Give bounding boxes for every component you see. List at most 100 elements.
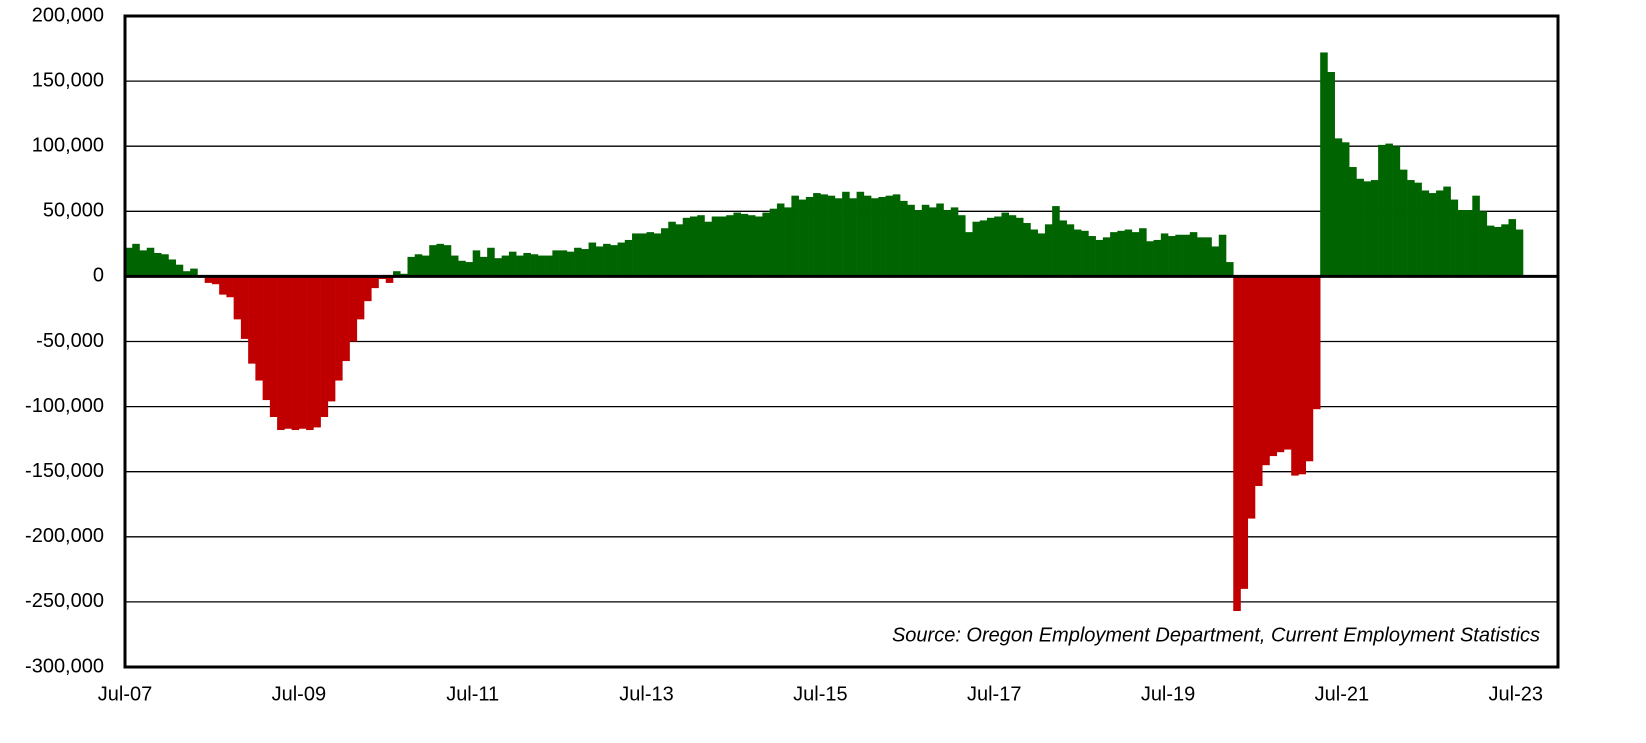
bar [697, 215, 705, 277]
bar [965, 232, 973, 277]
bar [704, 221, 713, 277]
bar [1363, 181, 1372, 277]
bar [776, 203, 785, 277]
bar [1262, 276, 1270, 466]
bar [1088, 236, 1096, 277]
x-tick-label: Jul-11 [446, 683, 499, 705]
bar [1428, 193, 1437, 277]
y-tick-label: -300,000 [25, 655, 104, 677]
bar [574, 247, 582, 277]
bar [689, 216, 698, 277]
bar [849, 198, 857, 277]
bar [508, 251, 517, 277]
bar [653, 233, 662, 277]
bar [479, 256, 488, 277]
source-note: Source: Oregon Employment Department, Cu… [892, 624, 1540, 646]
bar [769, 208, 778, 277]
bar [747, 215, 756, 277]
bar [153, 252, 162, 277]
bar [1052, 206, 1060, 277]
bar [813, 193, 821, 277]
bar [1168, 236, 1176, 277]
bar [842, 191, 850, 277]
bar [1023, 223, 1031, 277]
bar [161, 254, 169, 277]
bar [566, 251, 575, 277]
bar [233, 276, 242, 320]
bar [472, 250, 481, 277]
bar [878, 196, 886, 277]
bar [610, 245, 618, 277]
bar [1407, 180, 1415, 277]
bar [284, 276, 292, 429]
bar [429, 245, 437, 277]
bar [182, 271, 191, 277]
bar [986, 217, 995, 277]
bar [1486, 225, 1495, 277]
bar [1073, 229, 1082, 277]
y-tick-label: 100,000 [32, 134, 104, 156]
bar [900, 200, 908, 277]
bar [1095, 239, 1104, 277]
bar [414, 254, 423, 277]
bar [371, 276, 379, 289]
bar [914, 209, 923, 277]
bar [407, 256, 416, 277]
bar [1102, 237, 1111, 277]
bar [958, 215, 966, 277]
bar [364, 276, 372, 302]
bar [465, 262, 473, 277]
bar [1320, 52, 1328, 277]
bar [269, 276, 278, 418]
bar [1233, 276, 1241, 612]
bar [1081, 230, 1089, 277]
x-tick-label: Jul-09 [272, 683, 326, 705]
bar [1037, 233, 1046, 277]
bar [1153, 239, 1162, 277]
bar [226, 276, 234, 298]
bar [726, 215, 734, 277]
bar [1341, 142, 1350, 277]
bar [248, 276, 256, 364]
y-tick-label: 50,000 [43, 200, 104, 222]
y-tick-label: -200,000 [25, 525, 104, 547]
bar [1450, 199, 1459, 277]
x-tick-label: Jul-07 [98, 683, 152, 705]
y-tick-label: -100,000 [25, 395, 104, 417]
bar [1443, 186, 1451, 277]
bar [661, 228, 669, 277]
bar [1392, 146, 1401, 277]
bar [979, 220, 988, 277]
bar [320, 276, 329, 418]
bar [1240, 276, 1249, 589]
bar [1414, 182, 1422, 277]
bar [1197, 237, 1205, 277]
bar [1254, 276, 1263, 487]
bar [168, 259, 177, 277]
x-tick-label: Jul-13 [619, 683, 673, 705]
bar [1276, 276, 1285, 453]
bar [1059, 220, 1067, 277]
bar [856, 191, 865, 277]
bar [617, 242, 626, 277]
bar [762, 212, 770, 277]
bar [755, 216, 763, 277]
bar [784, 207, 792, 277]
bar [342, 276, 350, 362]
bar [1269, 276, 1278, 457]
bar [1515, 229, 1524, 277]
y-tick-label: 150,000 [32, 69, 104, 91]
bar [552, 250, 560, 277]
bar [545, 255, 553, 277]
bar [1334, 138, 1343, 277]
bar [892, 194, 901, 277]
bar [306, 276, 314, 431]
y-tick-label: 200,000 [32, 4, 104, 26]
bar [494, 258, 502, 277]
x-tick-label: Jul-23 [1489, 683, 1543, 705]
bar [820, 194, 828, 277]
bar [929, 207, 937, 277]
bar [1066, 224, 1075, 277]
